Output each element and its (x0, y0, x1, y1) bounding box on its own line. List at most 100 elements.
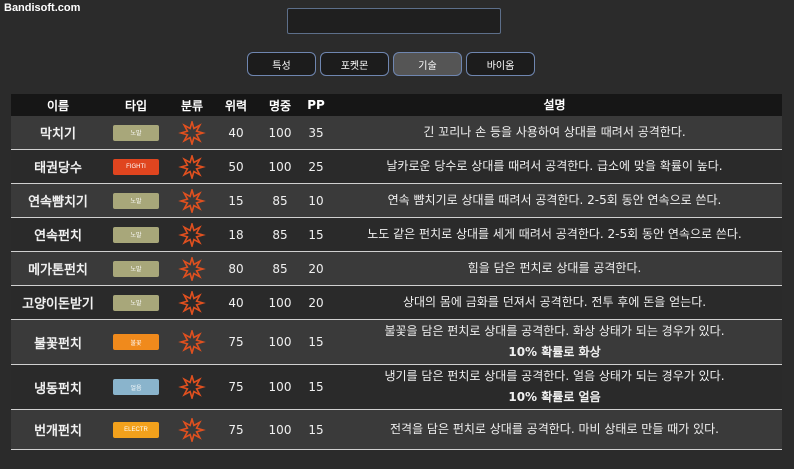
move-power: 18 (228, 227, 244, 242)
move-power: 80 (228, 261, 244, 276)
move-description: 상대의 몸에 금화를 던져서 공격한다. 전투 후에 돈을 얻는다. (327, 292, 782, 313)
move-pp: 15 (308, 380, 324, 394)
move-description: 불꽃을 담은 펀치로 상대를 공격한다. 화상 상태가 되는 경우가 있다. 10… (327, 321, 782, 363)
move-power: 75 (228, 335, 244, 349)
tab-3[interactable]: 바이옴 (466, 52, 535, 76)
move-name: 연속펀치 (34, 229, 82, 244)
type-cell: 노말 (105, 192, 167, 209)
table-row[interactable]: 태권당수 FIGHTI 50 100 25 날카로운 당수로 상대를 때려서 공격한다. … (11, 150, 782, 184)
move-pp: 35 (308, 125, 324, 140)
move-name: 고양이돈받기 (22, 297, 94, 312)
tab-bar: 특성 포켓몬 기술 바이옴 (247, 52, 535, 76)
type-badge: 얼음 (113, 379, 159, 395)
move-name: 연속뺨치기 (28, 195, 88, 210)
header-description: 설명 (543, 97, 566, 112)
move-accuracy: 100 (268, 159, 292, 174)
tab-2[interactable]: 기술 (393, 52, 462, 76)
moves-table: 이름 타입 분류 위력 명중 PP 설명 막치기 노말 40 100 35 긴 꼬리나 손… (11, 94, 782, 450)
move-pp: 10 (308, 193, 324, 208)
physical-icon (167, 330, 217, 354)
table-row[interactable]: 고양이돈받기 노말 40 100 20 상대의 몸에 금화를 던져서 공격한다. 전투 후… (11, 286, 782, 320)
physical-icon (167, 222, 217, 247)
table-row[interactable]: 연속뺨치기 노말 15 85 10 연속 뺨치기로 상대를 때려서 공격한다. 2-5회 … (11, 184, 782, 218)
physical-icon (167, 417, 217, 442)
physical-icon (167, 256, 217, 281)
header-accuracy: 명중 (268, 98, 292, 113)
table-row[interactable]: 번개펀치 ELECTR 75 100 15 전격을 담은 펀치로 상대를 공격한다. 마비… (11, 410, 782, 450)
move-name: 태권당수 (34, 161, 82, 176)
watermark: Bandisoft.com (4, 2, 81, 14)
move-pp: 25 (308, 159, 324, 174)
physical-icon (167, 154, 217, 179)
move-pp: 15 (308, 227, 324, 242)
description-text: 날카로운 당수로 상대를 때려서 공격한다. 급소에 맞을 확률이 높다. (386, 159, 723, 173)
description-text: 상대의 몸에 금화를 던져서 공격한다. 전투 후에 돈을 얻는다. (402, 295, 707, 309)
move-accuracy: 85 (272, 193, 288, 208)
description-text: 연속 뺨치기로 상대를 때려서 공격한다. 2-5회 동안 연속으로 쓴다. (387, 193, 722, 207)
search-input[interactable] (287, 8, 501, 34)
description-effect: 10% 확률로 화상 (508, 345, 601, 359)
physical-icon (167, 188, 217, 213)
move-description: 노도 같은 펀치로 상대를 세게 때려서 공격한다. 2-5회 동안 연속으로 … (327, 224, 782, 245)
move-accuracy: 100 (268, 295, 292, 310)
move-accuracy: 85 (272, 227, 288, 242)
move-name: 메가톤펀치 (28, 263, 88, 278)
description-text: 힘을 담은 펀치로 상대를 공격한다. (467, 261, 642, 275)
move-power: 40 (228, 295, 244, 310)
move-power: 15 (228, 193, 244, 208)
tab-0[interactable]: 특성 (247, 52, 316, 76)
table-row[interactable]: 연속펀치 노말 18 85 15 노도 같은 펀치로 상대를 세게 때려서 공격한다. 2… (11, 218, 782, 252)
move-description: 힘을 담은 펀치로 상대를 공격한다. (327, 258, 782, 279)
type-cell: 노말 (105, 124, 167, 141)
move-accuracy: 85 (272, 261, 288, 276)
description-text: 긴 꼬리나 손 등을 사용하여 상대를 때려서 공격한다. (423, 125, 686, 139)
header-type: 타입 (124, 98, 148, 113)
type-cell: ELECTR (105, 421, 167, 438)
header-category: 분류 (180, 98, 204, 113)
header-name: 이름 (46, 98, 70, 113)
table-row[interactable]: 메가톤펀치 노말 80 85 20 힘을 담은 펀치로 상대를 공격한다. (11, 252, 782, 286)
type-cell: FIGHTI (105, 158, 167, 175)
move-accuracy: 100 (268, 380, 292, 394)
tab-1[interactable]: 포켓몬 (320, 52, 389, 76)
type-badge: 노말 (113, 294, 159, 311)
description-effect: 10% 확률로 얼음 (508, 390, 601, 404)
physical-icon (167, 375, 217, 399)
move-accuracy: 100 (268, 125, 292, 140)
move-pp: 15 (308, 335, 324, 349)
move-power: 50 (228, 159, 244, 174)
type-badge: 불꽃 (113, 334, 159, 350)
move-description: 연속 뺨치기로 상대를 때려서 공격한다. 2-5회 동안 연속으로 쓴다. (327, 190, 782, 211)
move-description: 긴 꼬리나 손 등을 사용하여 상대를 때려서 공격한다. (327, 122, 782, 143)
move-pp: 20 (308, 261, 324, 276)
move-name: 불꽃펀치 (34, 336, 82, 352)
table-row[interactable]: 냉동펀치 얼음 75 100 15 냉기를 담은 펀치로 상대를 공격한다. 얼음 상태가… (11, 365, 782, 410)
description-text: 전격을 담은 펀치로 상대를 공격한다. 마비 상태로 만들 때가 있다. (389, 422, 719, 436)
table-body: 막치기 노말 40 100 35 긴 꼬리나 손 등을 사용하여 상대를 때려서 공격한다… (11, 116, 782, 450)
table-row[interactable]: 불꽃펀치 불꽃 75 100 15 불꽃을 담은 펀치로 상대를 공격한다. 화상 상태가… (11, 320, 782, 365)
move-pp: 20 (308, 295, 324, 310)
move-accuracy: 100 (268, 422, 292, 437)
move-description: 냉기를 담은 펀치로 상대를 공격한다. 얼음 상태가 되는 경우가 있다. 10… (327, 366, 782, 408)
table-row[interactable]: 막치기 노말 40 100 35 긴 꼬리나 손 등을 사용하여 상대를 때려서 공격한다… (11, 116, 782, 150)
description-text: 냉기를 담은 펀치로 상대를 공격한다. 얼음 상태가 되는 경우가 있다. (384, 369, 725, 383)
move-power: 75 (228, 380, 244, 394)
move-accuracy: 100 (268, 335, 292, 349)
description-text: 노도 같은 펀치로 상대를 세게 때려서 공격한다. 2-5회 동안 연속으로 … (367, 227, 742, 241)
move-power: 75 (228, 422, 244, 437)
type-badge: 노말 (113, 226, 159, 243)
description-text: 불꽃을 담은 펀치로 상대를 공격한다. 화상 상태가 되는 경우가 있다. (384, 324, 725, 338)
physical-icon (167, 120, 217, 145)
table-header: 이름 타입 분류 위력 명중 PP 설명 (11, 94, 782, 116)
type-badge: FIGHTI (113, 158, 159, 175)
move-power: 40 (228, 125, 244, 140)
type-cell: 얼음 (105, 379, 167, 395)
header-pp: PP (307, 98, 325, 112)
move-description: 날카로운 당수로 상대를 때려서 공격한다. 급소에 맞을 확률이 높다. (327, 156, 782, 177)
move-name: 냉동펀치 (34, 381, 82, 397)
type-badge: 노말 (113, 192, 159, 209)
move-name: 막치기 (40, 127, 76, 142)
type-badge: ELECTR (113, 421, 159, 438)
move-name: 번개펀치 (34, 424, 82, 439)
type-cell: 불꽃 (105, 334, 167, 350)
